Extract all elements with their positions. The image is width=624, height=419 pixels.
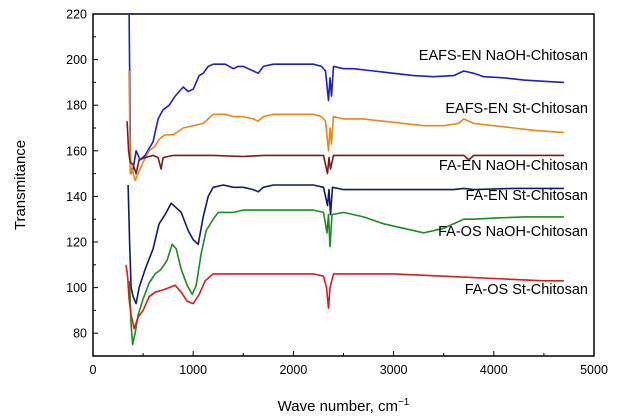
y-tick-label: 180 — [66, 99, 87, 113]
y-axis-label: Transmitance — [12, 140, 29, 230]
y-tick-label: 120 — [66, 236, 87, 250]
x-tick-label: 1000 — [179, 363, 207, 377]
series-label-fa-en-naoh-chitosan: FA-EN NaOH-Chitosan — [439, 158, 588, 174]
y-tick-label: 200 — [66, 53, 87, 67]
series-label-fa-os-st-chitosan: FA-OS St-Chitosan — [465, 282, 588, 298]
series-line-eafs-en-naoh-chitosan — [128, 13, 564, 175]
x-axis-ticks: 0 1000 2000 3000 4000 5000 — [90, 351, 608, 377]
series-line-eafs-en-st-chitosan — [128, 70, 564, 182]
series-layer — [125, 13, 564, 346]
plot-area — [92, 13, 595, 357]
series-line-fa-en-naoh-chitosan — [126, 121, 564, 175]
x-tick-label: 3000 — [380, 363, 408, 377]
series-labels: EAFS-EN NaOH-Chitosan EAFS-EN St-Chitosan… — [419, 48, 588, 298]
plot-frame — [92, 13, 595, 357]
series-label-eafs-en-naoh-chitosan: EAFS-EN NaOH-Chitosan — [419, 48, 588, 64]
x-axis-label-text: Wave number, cm — [278, 398, 398, 415]
y-tick-label: 100 — [66, 281, 87, 295]
series-label-eafs-en-st-chitosan: EAFS-EN St-Chitosan — [445, 101, 588, 117]
y-axis-ticks: 80 100 120 140 160 180 200 220 — [66, 8, 98, 341]
x-axis-label-sup: −1 — [398, 397, 410, 408]
series-line-fa-os-st-chitosan — [125, 264, 564, 330]
x-tick-label: 4000 — [480, 363, 508, 377]
x-tick-label: 0 — [90, 363, 97, 377]
series-line-fa-os-naoh-chitosan — [128, 209, 564, 346]
series-label-fa-en-st-chitosan: FA-EN St-Chitosan — [466, 188, 589, 204]
x-tick-label: 2000 — [279, 363, 307, 377]
y-tick-label: 160 — [66, 144, 87, 158]
x-axis-label: Wave number, cm−1 — [278, 397, 410, 415]
y-tick-label: 140 — [66, 190, 87, 204]
x-tick-label: 5000 — [580, 363, 608, 377]
y-tick-label: 80 — [73, 327, 87, 341]
series-label-fa-os-naoh-chitosan: FA-OS NaOH-Chitosan — [438, 224, 588, 240]
y-tick-label: 220 — [66, 8, 87, 22]
series-line-fa-en-st-chitosan — [127, 184, 564, 305]
